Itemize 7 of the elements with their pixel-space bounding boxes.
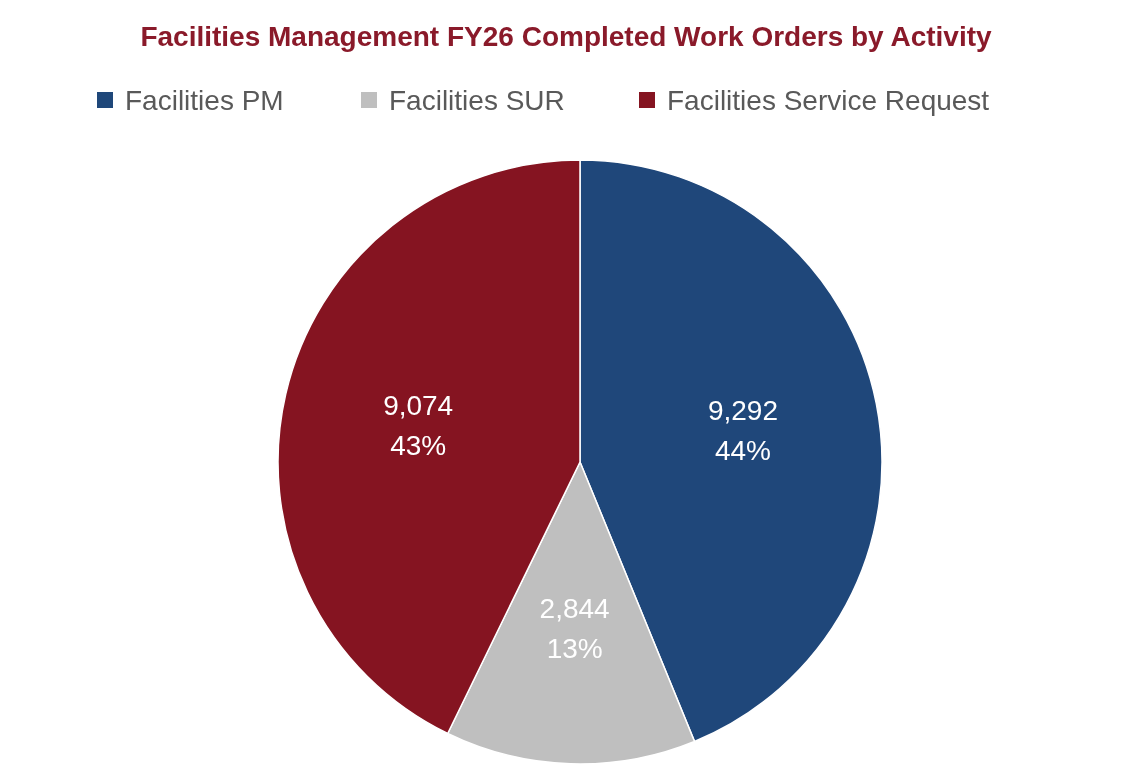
data-label: 9,292 44% [707,394,779,466]
legend-label: Facilities PM [125,84,284,116]
data-label: 2,844 13% [539,592,610,664]
chart-title: Facilities Management FY26 Completed Work Orders by Activity [140,20,992,52]
data-label: 9,074 43% [383,389,454,461]
legend-label: Facilities Service Request [667,84,990,116]
legend-label: Facilities SUR [389,84,565,116]
